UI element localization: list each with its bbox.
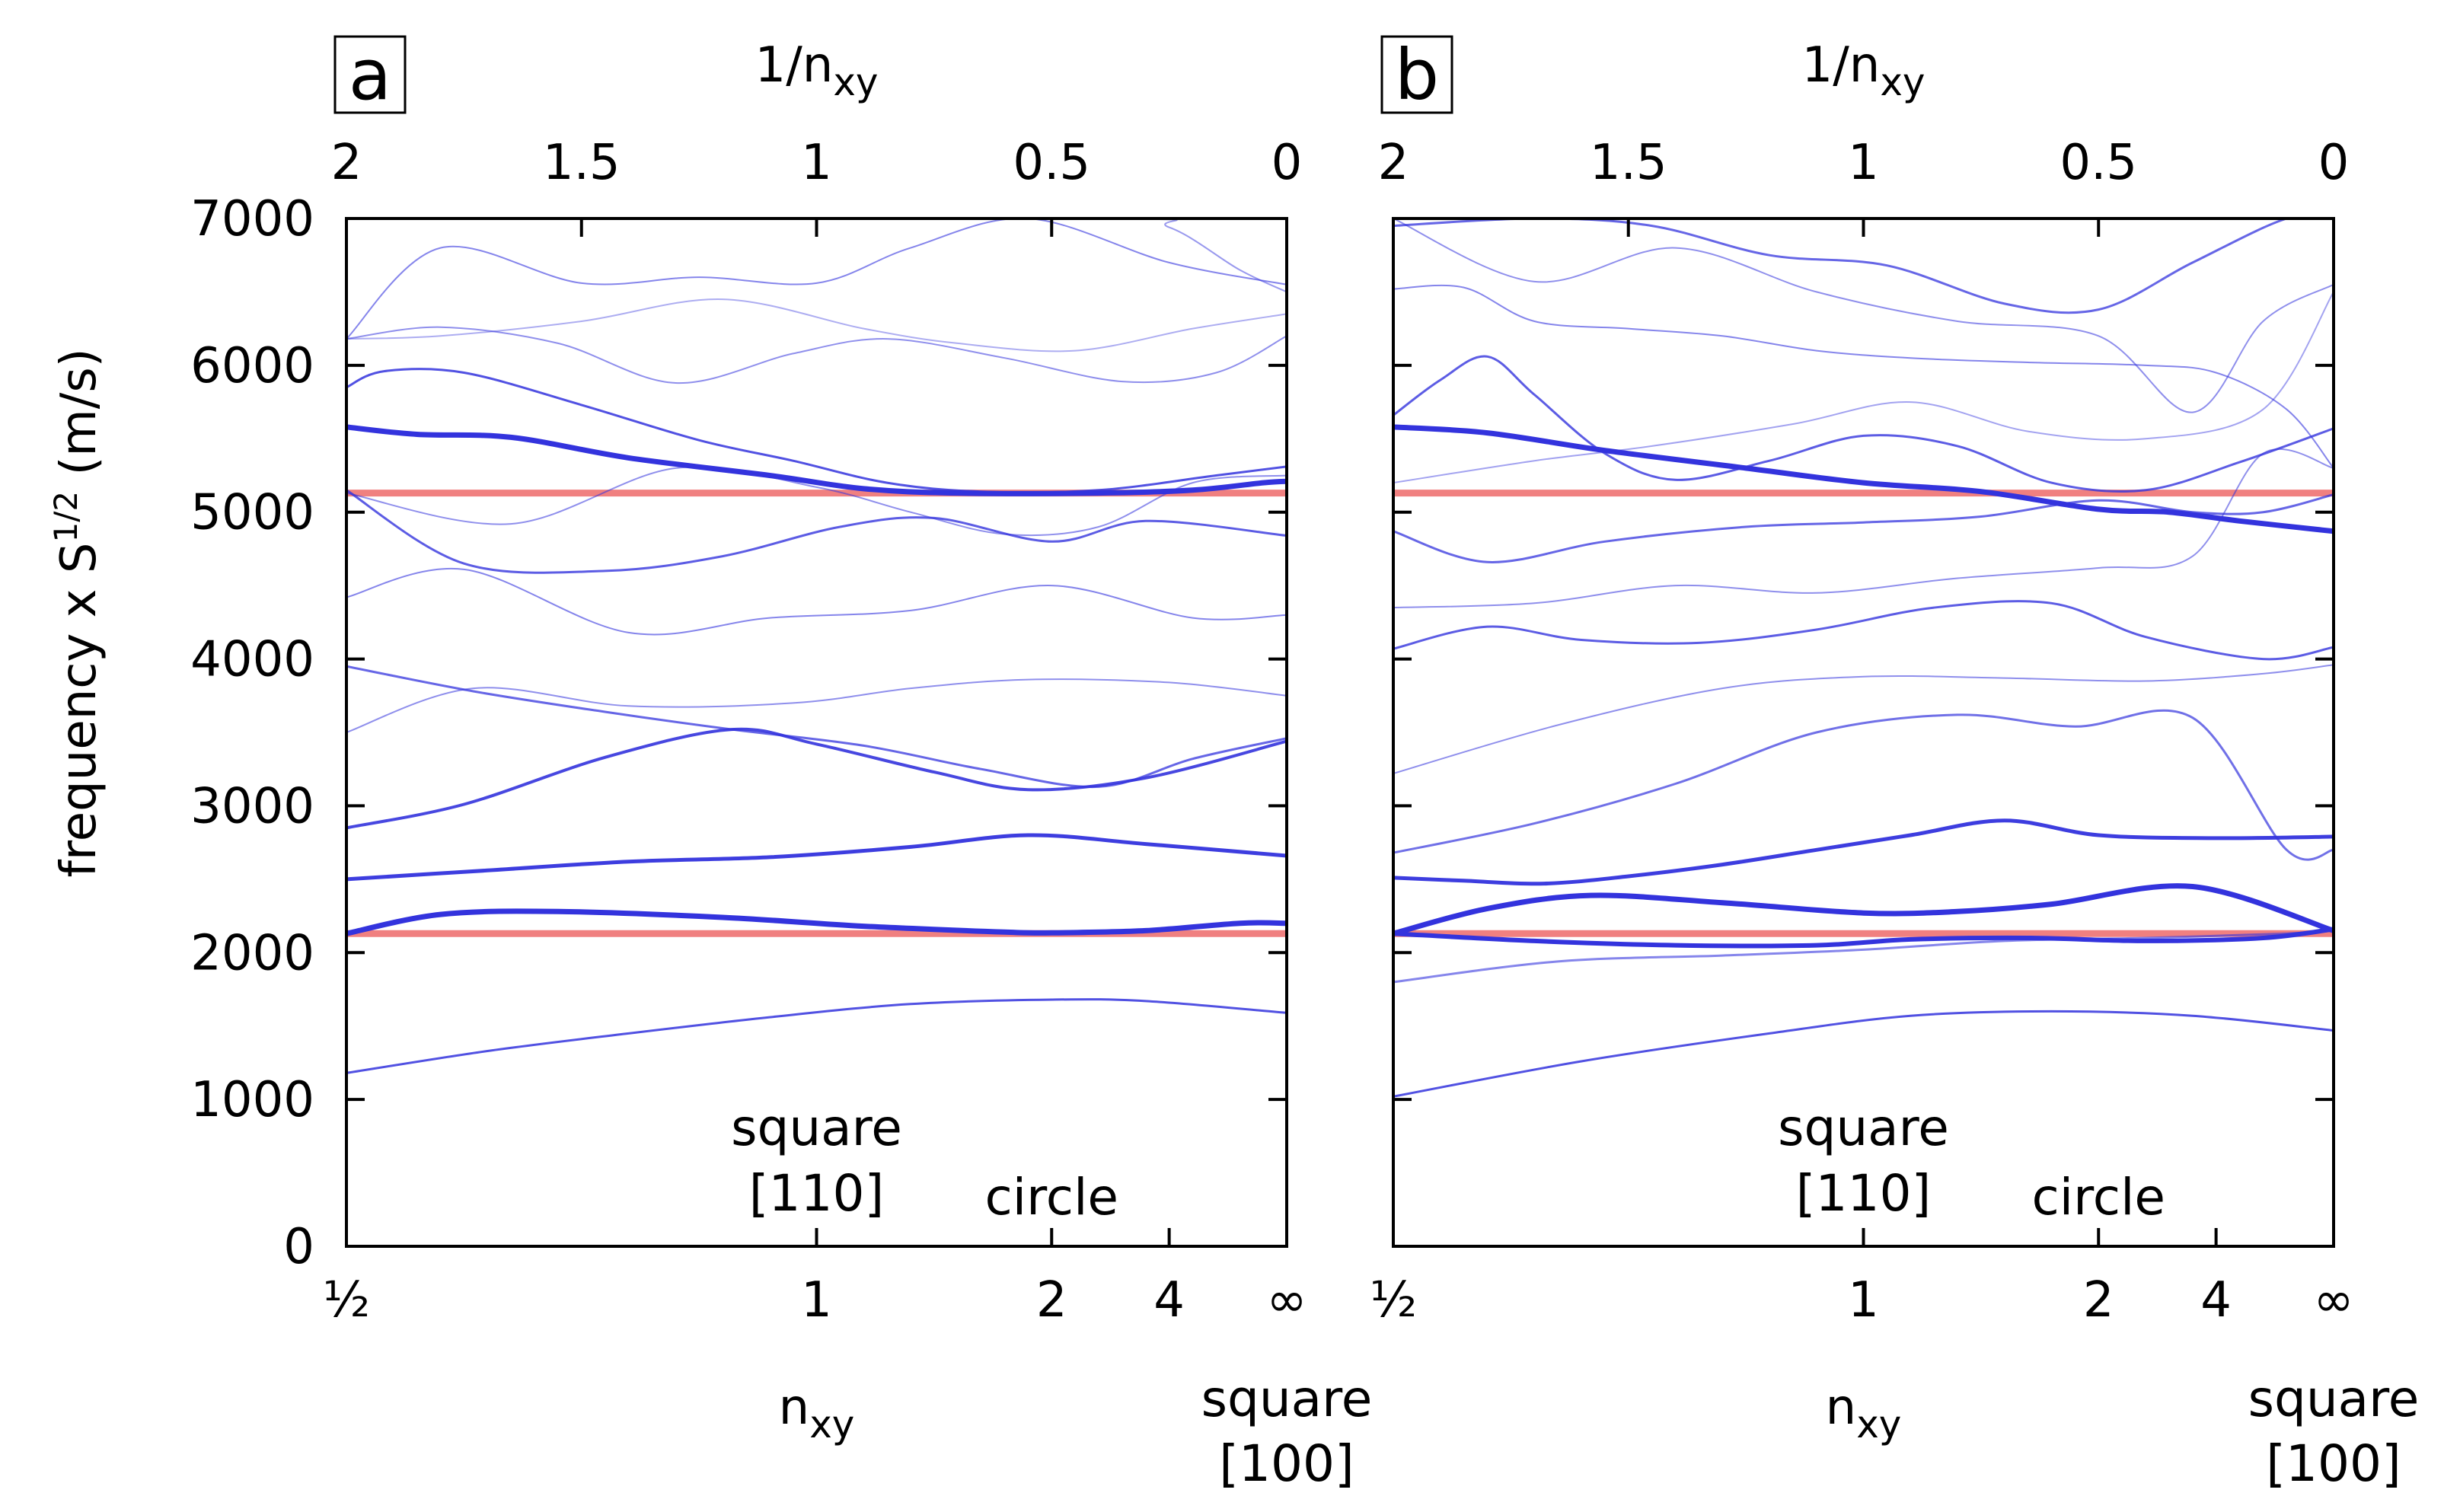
y-tick-label: 7000 [190,191,314,247]
panel-letter-box [333,35,407,114]
bottom-tick-label: ½ [1370,1272,1417,1329]
series-band-9 [346,466,1287,537]
top-tick-label: 0 [1271,135,1303,191]
bottom-tick-label: 4 [1153,1272,1185,1329]
series-band-4 [1393,883,2334,936]
annotation-square-110-line1: square [1778,1099,1949,1157]
annotation-square-110-line2: [110] [1796,1164,1931,1223]
y-axis-label-unit: (m/s) [51,348,107,491]
series-band-7 [1393,664,2334,774]
y-tick-label: 5000 [190,485,314,541]
series-band-3 [346,833,1287,882]
series-band-1 [1393,1010,2334,1098]
bottom-tick-label: ∞ [2313,1272,2353,1329]
top-x-axis-label-sub: xy [1880,60,1925,104]
annotation-square-100-line2: [100] [2266,1434,2401,1493]
series-band-12 [1393,355,2334,493]
annotation-circle: circle [2031,1168,2165,1227]
y-tick-label: 2000 [190,925,314,981]
plot-frame [1392,217,2335,1248]
series-band-7 [346,567,1287,636]
annotation-square-100-line1: square [2248,1370,2420,1428]
series-band-10 [1393,448,2334,609]
series-band-12 [346,326,1287,384]
bottom-x-axis-label-base: n [779,1380,810,1436]
bottom-x-axis-label-base: n [1826,1380,1857,1436]
series-band-10 [346,424,1287,496]
bottom-tick-label: ½ [323,1272,370,1329]
top-x-axis-label: 1/nxy [1801,37,1925,104]
plot-frame [345,217,1288,1248]
series-band-8 [346,489,1287,574]
y-tick-label: 1000 [190,1072,314,1128]
panel-letter: a [349,34,391,116]
bottom-tick-label: 1 [801,1272,832,1329]
series-band-2 [346,908,1287,936]
band-group [346,219,1287,1074]
top-tick-label: 1 [1848,135,1879,191]
bottom-tick-label: 1 [1848,1272,1879,1329]
bottom-tick-label: 4 [2200,1272,2232,1329]
top-tick-label: 2 [1378,135,1409,191]
band-group [1393,219,2334,1098]
bottom-tick-label: 2 [1036,1272,1067,1329]
top-tick-label: 1.5 [1590,135,1667,191]
top-x-axis-label-base: 1/n [755,37,833,94]
top-x-axis-label-base: 1/n [1801,37,1880,94]
top-tick-label: 2 [331,135,362,191]
series-band-5 [1393,818,2334,886]
bottom-x-axis-label-sub: xy [1856,1402,1901,1447]
y-axis-label: frequency x S1/2 (m/s) [47,348,108,877]
series-band-8 [1393,600,2334,661]
series-band-14 [346,298,1287,352]
annotation-square-100-line1: square [1201,1370,1373,1428]
annotation-square-100-line2: [100] [1219,1434,1354,1493]
top-x-axis-label: 1/nxy [755,37,878,104]
y-axis-label-base: frequency x S [51,542,107,877]
panel-letter-box [1380,35,1453,114]
panel-letter: b [1395,34,1439,116]
bottom-tick-label: 2 [2083,1272,2114,1329]
series-band-6 [1393,709,2334,861]
series-band-16 [1393,291,2334,484]
bottom-x-axis-label: nxy [779,1380,855,1447]
top-tick-label: 1 [801,135,832,191]
y-tick-label: 4000 [190,632,314,688]
series-band-4 [346,727,1287,830]
top-tick-label: 1.5 [543,135,621,191]
series-band-6 [346,678,1287,733]
y-tick-label: 3000 [190,778,314,834]
bottom-tick-label: ∞ [1266,1272,1307,1329]
series-band-13 [1393,284,2334,469]
y-axis-label-sup: 1/2 [47,491,85,543]
top-tick-label: 0.5 [1013,135,1090,191]
series-band-14 [1393,219,2334,413]
series-band-2 [1393,929,2334,984]
series-band-11 [1393,424,2334,534]
annotation-square-110-line2: [110] [749,1164,884,1223]
panel-a: 0 1000 2000 3000 4000 5000 6000 7000 ½ 1 2 4 ∞ 2 1.5 1 0… [190,34,1372,1493]
series-band-1 [346,998,1287,1074]
bottom-x-axis-label-sub: xy [809,1402,854,1447]
annotation-square-110-line1: square [731,1099,902,1157]
series-band-13 [346,219,1287,340]
top-x-axis-label-sub: xy [833,60,878,104]
bottom-x-axis-label: nxy [1826,1380,1902,1447]
top-tick-label: 0 [2318,135,2350,191]
series-band-3 [1393,927,2334,949]
series-band-5 [346,665,1287,789]
series-band-9 [1393,493,2334,563]
y-tick-label: 0 [283,1219,314,1275]
top-tick-label: 0.5 [2060,135,2137,191]
y-tick-label: 6000 [190,338,314,394]
series-band-11 [346,368,1287,494]
annotation-circle: circle [984,1168,1118,1227]
